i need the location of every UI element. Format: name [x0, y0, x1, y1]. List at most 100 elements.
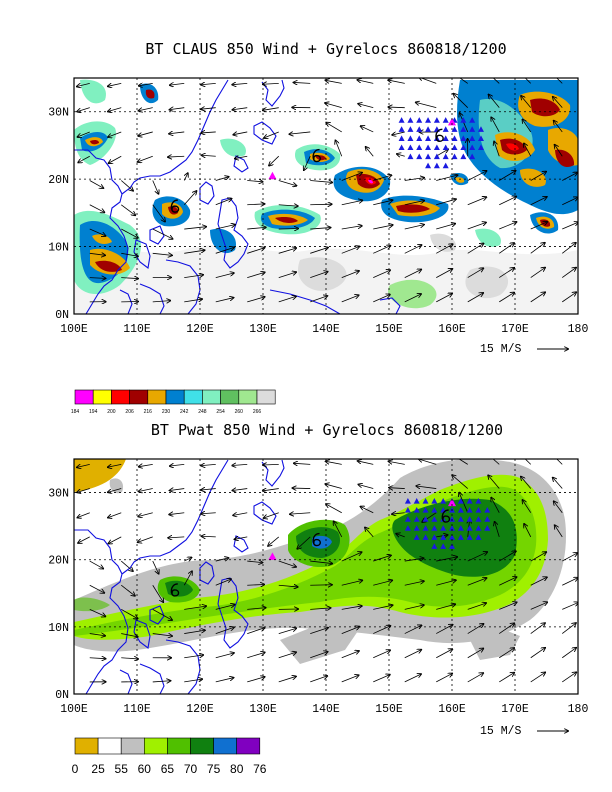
wind-vector — [326, 123, 342, 133]
wind-vector — [553, 97, 563, 108]
wind-vector — [389, 107, 405, 108]
gyre-location-marker — [312, 532, 321, 547]
wind-vector — [268, 536, 280, 546]
wind-vector — [404, 605, 424, 610]
wind-vector — [521, 96, 532, 108]
panel2-wind-vectors — [77, 459, 578, 683]
gyre-triangle — [477, 126, 484, 132]
wind-vector — [247, 227, 265, 229]
wind-vector — [108, 488, 122, 493]
magenta-triangle-marker — [448, 117, 456, 126]
gyre-triangle — [416, 135, 423, 141]
gyre-triangle — [416, 117, 423, 123]
gyre-triangle — [442, 135, 449, 141]
wind-vector — [139, 464, 153, 466]
y-tick-label: 0N — [55, 309, 69, 322]
panel2-grid — [74, 459, 578, 694]
wind-vector — [263, 83, 279, 84]
wind-vector — [201, 513, 216, 514]
gyre-triangle — [431, 507, 438, 513]
gyre-triangle — [475, 525, 482, 531]
colorbar-swatch — [167, 737, 191, 755]
wind-vector — [325, 484, 342, 489]
wind-vector — [341, 247, 360, 254]
colorbar-label: 260 — [235, 409, 244, 415]
magenta-triangle-marker — [268, 171, 277, 180]
wind-vector — [232, 489, 248, 491]
wind-vector — [341, 627, 359, 634]
wind-vector — [436, 557, 457, 562]
wind-vector — [215, 653, 234, 659]
colorbar-swatch — [129, 389, 149, 405]
wind-vector — [278, 296, 296, 303]
wind-vector — [416, 486, 437, 489]
wind-vector — [170, 83, 185, 85]
y-tick-label: 20N — [48, 174, 69, 187]
wind-vector — [389, 488, 405, 489]
wind-vector — [263, 464, 279, 465]
panel1-markers — [170, 117, 484, 213]
wind-vector — [202, 536, 216, 537]
wind-vector — [530, 243, 545, 254]
wind-vector — [152, 301, 170, 302]
gyre-triangle — [422, 525, 429, 531]
wind-vector — [388, 80, 405, 84]
gyre-triangle — [457, 516, 464, 522]
wind-vector — [138, 155, 153, 162]
wind-vector — [77, 107, 90, 112]
wind-vector — [89, 204, 105, 213]
wind-vector — [247, 272, 264, 278]
panel2-frame — [73, 458, 579, 695]
gyre-triangle — [484, 507, 491, 513]
wind-vector — [491, 498, 500, 513]
wind-vector — [215, 247, 234, 254]
wind-vector — [524, 459, 532, 465]
wind-vector — [562, 623, 576, 634]
gyre-triangle — [413, 497, 420, 504]
wind-vector — [404, 294, 421, 303]
wind-vector — [293, 488, 311, 489]
wind-vector — [499, 551, 516, 562]
wind-vector — [467, 578, 487, 586]
wind-vector — [562, 578, 577, 586]
wind-vector — [184, 227, 206, 229]
wind-vector — [562, 222, 578, 230]
wind-vector — [152, 560, 159, 574]
x-tick-label: 120E — [186, 703, 214, 716]
gyre-location-marker — [312, 148, 321, 163]
wind-vector — [278, 560, 296, 567]
gyre-triangle — [469, 153, 476, 160]
gyre-triangle — [442, 144, 449, 151]
gyre-triangle — [457, 507, 464, 513]
wind-vector — [201, 464, 216, 465]
wind-vector — [121, 278, 138, 279]
wind-vector — [232, 83, 248, 84]
wind-vector — [269, 155, 280, 165]
colorbar-label: 184 — [71, 409, 80, 415]
colorbar-label: 194 — [89, 409, 98, 415]
colorbar-swatch — [97, 737, 122, 755]
wind-vector — [325, 103, 342, 109]
wind-vector — [184, 679, 202, 683]
gyre-triangle — [451, 153, 458, 160]
wind-vector — [215, 273, 234, 278]
colorbar-label: 254 — [216, 409, 225, 415]
wind-vector — [436, 580, 456, 586]
wind-vector — [168, 537, 185, 538]
wind-vector — [396, 534, 405, 537]
wind-vector — [467, 603, 486, 610]
wind-vector — [326, 504, 342, 514]
wind-vector — [89, 253, 105, 255]
wind-vector — [139, 83, 153, 85]
colorbar-swatch — [120, 737, 145, 755]
wind-vector — [459, 493, 469, 513]
wind-vector — [152, 228, 173, 239]
wind-vector — [263, 108, 279, 111]
wind-vector — [215, 627, 234, 634]
colorbar-label: 76 — [253, 762, 267, 776]
wind-vector — [247, 677, 264, 683]
wind-vector — [341, 651, 359, 659]
gyre-triangle — [451, 135, 458, 141]
wind-vector — [404, 625, 422, 634]
